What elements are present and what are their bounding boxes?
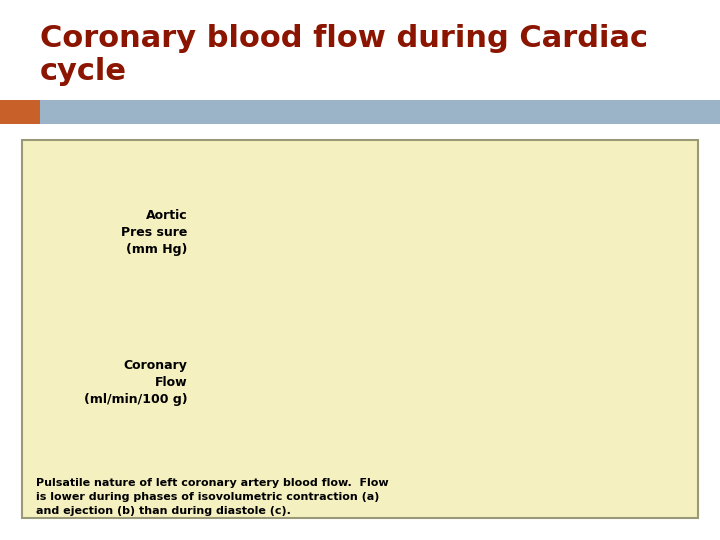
Text: 120: 120 <box>173 199 199 212</box>
Bar <box>406 162 505 456</box>
Text: b: b <box>450 160 461 176</box>
Text: Coronary blood flow during Cardiac: Coronary blood flow during Cardiac <box>40 24 647 53</box>
Text: c: c <box>583 160 592 176</box>
Text: c: c <box>292 160 301 176</box>
Text: o: o <box>211 470 221 484</box>
Text: a: a <box>387 160 397 176</box>
Text: 80: 80 <box>181 268 199 281</box>
Text: 0.8: 0.8 <box>657 470 682 484</box>
Text: Time (sec): Time (sec) <box>398 488 487 503</box>
Text: 0: 0 <box>190 441 199 454</box>
Text: cycle: cycle <box>40 57 127 86</box>
Text: Aortic
Pres sure
(mm Hg): Aortic Pres sure (mm Hg) <box>121 209 187 256</box>
Text: 200: 200 <box>173 352 199 365</box>
Bar <box>377 162 406 456</box>
Text: Coronary
Flow
(ml/min/100 g): Coronary Flow (ml/min/100 g) <box>84 359 187 406</box>
Text: Pulsatile nature of left coronary artery blood flow.  Flow
is lower during phase: Pulsatile nature of left coronary artery… <box>36 478 389 516</box>
